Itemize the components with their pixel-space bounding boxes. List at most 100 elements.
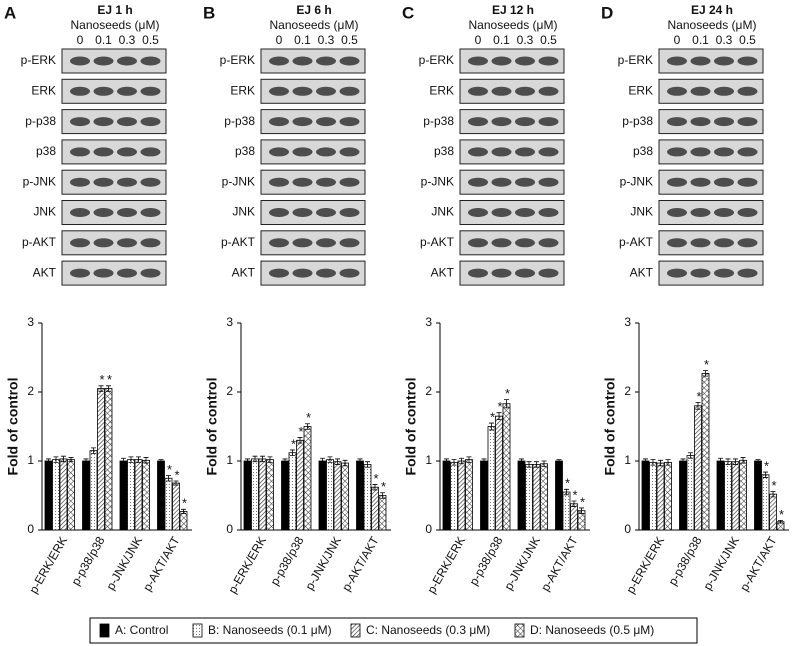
error-bar: [365, 461, 370, 468]
blot-band: [538, 56, 559, 66]
bar: [656, 462, 665, 531]
blot-band: [339, 177, 360, 187]
blot-label: p38: [434, 144, 454, 158]
significance-star: *: [373, 471, 378, 486]
bar: [333, 461, 342, 531]
error-bar: [496, 412, 502, 420]
blot-band: [690, 147, 711, 157]
significance-star: *: [704, 357, 709, 372]
blot-band: [292, 117, 313, 127]
blot-label: p-JNK: [620, 174, 653, 188]
blot-band: [690, 86, 711, 96]
bar: [119, 460, 128, 531]
bar: [104, 388, 113, 531]
blot-band: [737, 117, 758, 127]
blot-band: [292, 208, 313, 217]
blot-band: [714, 86, 734, 96]
error-bar: [770, 490, 776, 498]
significance-star: *: [167, 462, 172, 477]
x-tick-label: p-AKT/AKT: [140, 534, 183, 594]
error-bar: [91, 447, 96, 454]
blot-label: ERK: [429, 83, 454, 97]
bar: [570, 503, 578, 531]
error-bar: [380, 492, 385, 499]
bar: [769, 493, 777, 531]
dose-label: 0: [77, 33, 84, 47]
blot-band: [714, 177, 734, 187]
blot-band: [491, 117, 512, 127]
bar: [649, 461, 657, 531]
error-bar: [143, 457, 149, 464]
bar: [442, 460, 451, 531]
error-bar: [297, 437, 303, 444]
blot-band: [491, 147, 512, 157]
bar: [44, 460, 53, 531]
bar: [517, 460, 526, 531]
blot-band: [690, 117, 711, 127]
error-bar: [733, 458, 738, 465]
blot-band: [316, 86, 336, 96]
blot-band: [714, 56, 734, 66]
blot-band: [667, 177, 687, 187]
blot-band: [737, 177, 758, 187]
blot-label: p-ERK: [21, 53, 56, 67]
blot-band: [468, 56, 488, 66]
blot-label: p-JNK: [421, 174, 454, 188]
blot-band: [690, 268, 711, 278]
error-bar: [128, 456, 134, 463]
blot-label: JNK: [33, 205, 56, 219]
error-bar: [181, 508, 186, 514]
bar: [318, 460, 327, 531]
error-bar: [519, 458, 524, 464]
blot-label: AKT: [33, 265, 57, 279]
bar: [59, 458, 68, 531]
error-bar: [342, 459, 348, 467]
panel-title: EJ 6 h: [296, 3, 331, 17]
blot-band: [737, 268, 758, 278]
blot-label: JNK: [232, 205, 255, 219]
error-bar: [755, 459, 761, 463]
blot-band: [93, 208, 114, 217]
blot-band: [140, 86, 161, 96]
blot-band: [468, 117, 488, 127]
blot-label: p-JNK: [222, 174, 255, 188]
y-tick-label: 2: [226, 384, 233, 398]
significance-star: *: [306, 410, 311, 425]
y-tick-label: 0: [27, 522, 34, 536]
error-bar: [688, 452, 693, 459]
blot-band: [292, 147, 313, 157]
y-tick-label: 3: [226, 315, 233, 329]
panel-title: EJ 24 h: [691, 3, 733, 17]
blot-band: [269, 177, 289, 187]
bar: [465, 459, 473, 531]
blot-band: [117, 208, 137, 217]
blot-band: [316, 117, 336, 127]
treatment-label: Nanoseeds (μM): [469, 18, 558, 32]
dose-label: 0.3: [318, 33, 335, 47]
blot-band: [269, 238, 289, 248]
blot-label: AKT: [431, 265, 455, 279]
x-tick-label: p-JNK/JNK: [700, 534, 742, 592]
panel-letter: A: [4, 3, 16, 22]
error-bar: [740, 457, 746, 464]
blot-band: [117, 117, 137, 127]
bar: [525, 464, 533, 531]
bar: [341, 462, 349, 531]
bar: [378, 495, 387, 531]
blot-band: [538, 208, 559, 217]
bar: [326, 459, 334, 531]
blot-band: [93, 268, 114, 278]
significance-star: *: [580, 494, 585, 509]
blot-band: [140, 268, 161, 278]
error-bar: [489, 422, 494, 431]
panel-letter: D: [601, 3, 613, 22]
blot-band: [93, 56, 114, 66]
x-tick-label: p-AKT/AKT: [737, 534, 780, 594]
blot-band: [491, 177, 512, 187]
error-bar: [372, 484, 378, 491]
error-bar: [173, 480, 179, 486]
bar: [555, 460, 563, 531]
bar: [266, 459, 274, 531]
y-tick-label: 0: [425, 522, 432, 536]
error-bar: [571, 500, 577, 507]
